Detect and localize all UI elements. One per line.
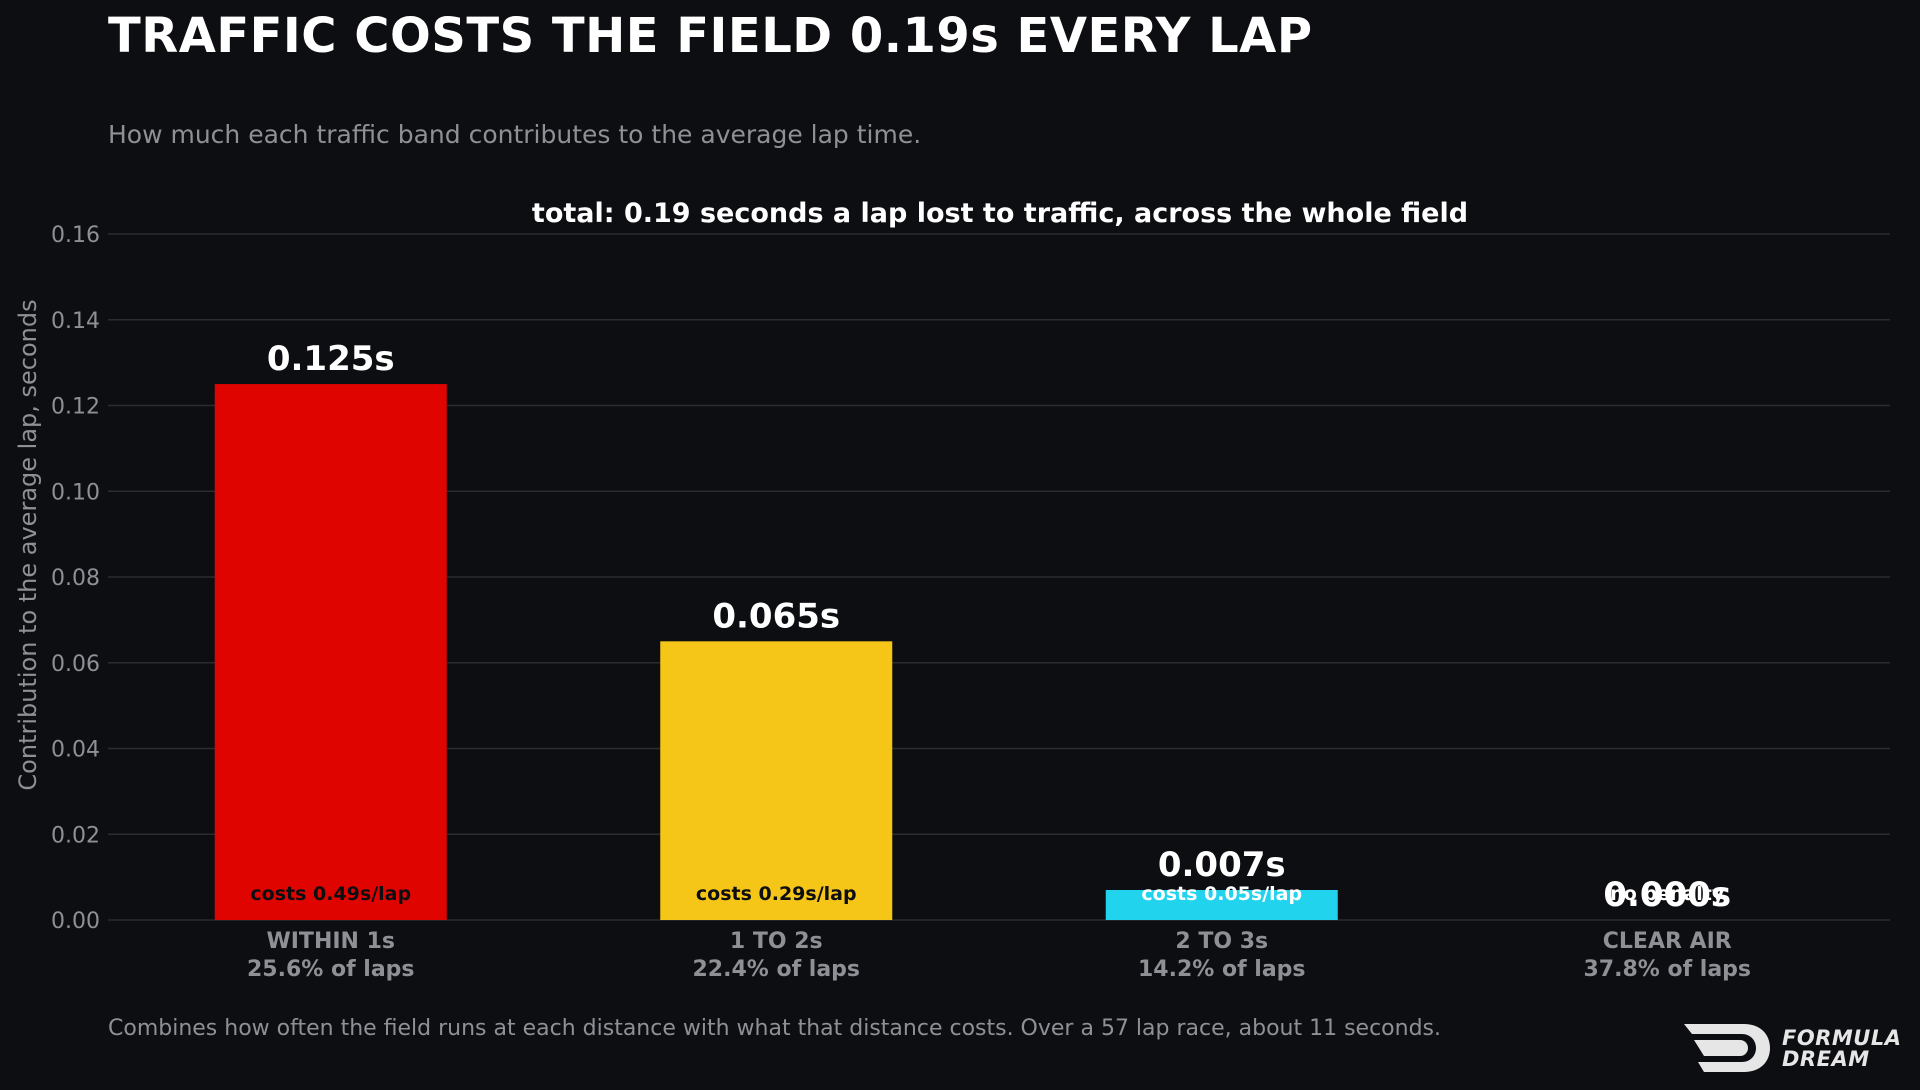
bar-value-label: 0.065s	[712, 596, 840, 636]
bar-cost-label: costs 0.05s/lap	[1141, 883, 1302, 905]
bar-labels: 0.125s costs 0.49s/lap 0.065s costs 0.29s/l…	[250, 339, 1731, 915]
y-tick-label: 0.12	[51, 395, 100, 420]
bar-cost-label: costs 0.29s/lap	[696, 883, 857, 905]
y-tick-label: 0.00	[51, 909, 100, 934]
y-tick-label: 0.10	[51, 480, 100, 505]
y-axis-ticks: 0.00 0.02 0.04 0.06 0.08 0.10 0.12 0.14 0.16	[51, 223, 100, 934]
bar-value-label: 0.000s	[1603, 875, 1731, 915]
x-tick-share: 22.4% of laps	[692, 957, 860, 982]
footer-note: Combines how often the field runs at eac…	[108, 1016, 1441, 1041]
bars	[214, 384, 1338, 920]
brand-line2: DREAM	[1782, 1047, 1870, 1071]
page-title: TRAFFIC COSTS THE FIELD 0.19s EVERY LAP	[108, 8, 1313, 64]
y-axis-label: Contribution to the average lap, seconds	[14, 299, 42, 790]
bar-value-label: 0.007s	[1158, 845, 1286, 885]
bar-cost-label: costs 0.49s/lap	[250, 883, 411, 905]
bar	[1105, 889, 1338, 920]
x-tick-category: 2 TO 3s	[1175, 929, 1268, 954]
y-tick-label: 0.14	[51, 309, 100, 334]
x-axis-ticks: WITHIN 1s 25.6% of laps 1 TO 2s 22.4% of la…	[247, 929, 1751, 982]
y-tick-label: 0.02	[51, 823, 100, 848]
brand-logo: FORMULA DREAM	[1682, 1022, 1912, 1078]
x-tick-share: 37.8% of laps	[1583, 957, 1751, 982]
y-tick-label: 0.08	[51, 566, 100, 591]
x-tick-share: 14.2% of laps	[1138, 957, 1306, 982]
brand-name: FORMULA DREAM	[1782, 1028, 1901, 1070]
y-tick-label: 0.06	[51, 652, 100, 677]
bar-value-label: 0.125s	[267, 339, 395, 379]
formula-dream-logo-icon	[1684, 1024, 1770, 1072]
bar	[660, 641, 893, 920]
bar	[214, 384, 447, 920]
x-tick-share: 25.6% of laps	[247, 957, 415, 982]
y-tick-label: 0.04	[51, 738, 100, 763]
x-tick-category: CLEAR AIR	[1603, 929, 1732, 954]
bar-cost-label: no penalty	[1610, 883, 1725, 905]
x-tick-category: 1 TO 2s	[730, 929, 823, 954]
page-subtitle: How much each traffic band contributes t…	[108, 120, 922, 149]
x-tick-category: WITHIN 1s	[266, 929, 395, 954]
brand-line1: FORMULA	[1782, 1026, 1902, 1050]
chart-title: total: 0.19 seconds a lap lost to traffi…	[532, 198, 1468, 229]
y-tick-label: 0.16	[51, 223, 100, 248]
